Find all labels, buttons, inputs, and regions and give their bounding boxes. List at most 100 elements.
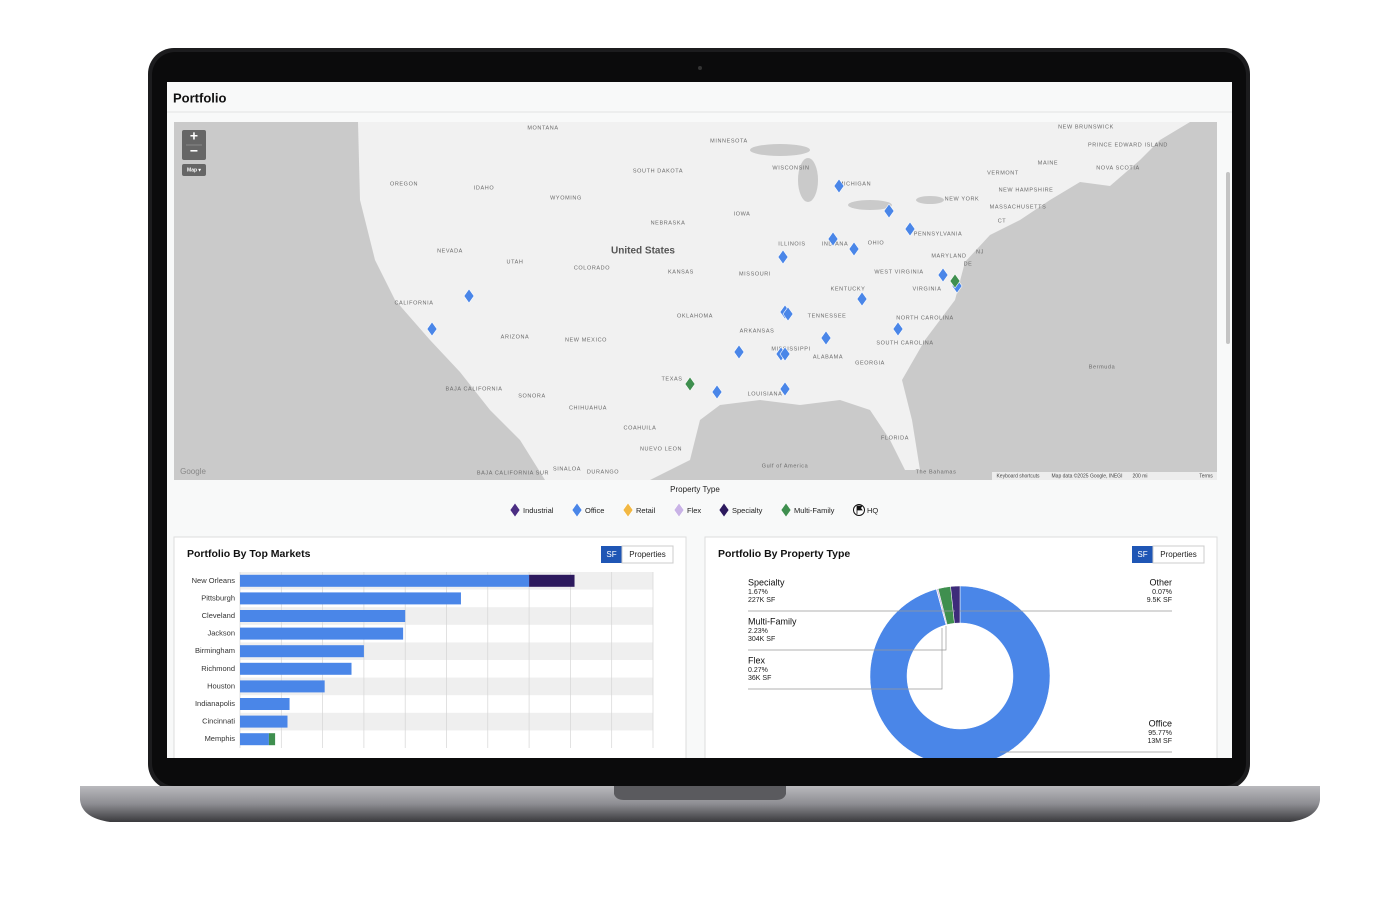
bar-segment[interactable] bbox=[240, 715, 288, 728]
donut-slice[interactable] bbox=[950, 585, 961, 624]
slice-value: 2.23% bbox=[748, 628, 768, 635]
map-label: NEW BRUNSWICK bbox=[1058, 124, 1114, 130]
donut-slice[interactable] bbox=[869, 585, 1051, 766]
map-pin[interactable] bbox=[779, 381, 791, 397]
map-pin[interactable] bbox=[426, 321, 438, 337]
map-pin[interactable] bbox=[782, 306, 794, 322]
toggle-label[interactable]: Properties bbox=[629, 550, 665, 559]
slice-label: Other bbox=[1149, 577, 1172, 587]
map-label: ARKANSAS bbox=[740, 328, 775, 334]
legend-label[interactable]: Flex bbox=[687, 506, 701, 515]
legend-label[interactable]: Industrial bbox=[523, 506, 554, 515]
legend-icon bbox=[509, 502, 521, 518]
map-footer[interactable]: Keyboard shortcuts bbox=[996, 473, 1040, 479]
map-label: TENNESSEE bbox=[808, 313, 847, 319]
map-footer[interactable]: Map data ©2025 Google, INEGI bbox=[1052, 472, 1123, 479]
map-label: SOUTH CAROLINA bbox=[876, 340, 933, 346]
legend-label[interactable]: Retail bbox=[636, 506, 656, 515]
map-label: IDAHO bbox=[474, 185, 495, 191]
y-tick-label: New Orleans bbox=[192, 576, 236, 585]
map-label: OKLAHOMA bbox=[677, 313, 713, 319]
legend-label[interactable]: HQ bbox=[867, 506, 878, 515]
map-footer[interactable]: 200 mi bbox=[1132, 473, 1147, 479]
toggle-label[interactable]: SF bbox=[1137, 550, 1147, 559]
map-pin[interactable] bbox=[833, 178, 845, 194]
map-pin[interactable] bbox=[937, 267, 949, 283]
bar-segment[interactable] bbox=[240, 733, 269, 746]
bar-segment[interactable] bbox=[240, 698, 290, 710]
map-pin[interactable] bbox=[949, 273, 961, 289]
bar-segment[interactable] bbox=[240, 662, 352, 675]
y-tick-label: Indianapolis bbox=[195, 699, 235, 708]
y-tick-label: Jackson bbox=[207, 629, 235, 638]
map-label: PENNSYLVANIA bbox=[914, 231, 963, 237]
map-label: INDIANA bbox=[822, 241, 849, 247]
bar-segment[interactable] bbox=[240, 574, 530, 587]
bar-segment[interactable] bbox=[268, 733, 276, 746]
map-type-button[interactable] bbox=[182, 164, 206, 176]
slice-sf: 36K SF bbox=[748, 675, 771, 682]
notch bbox=[614, 786, 786, 800]
legend-label[interactable]: Office bbox=[585, 506, 604, 515]
map-label: UTAH bbox=[507, 259, 524, 265]
legend-label[interactable]: Multi-Family bbox=[794, 506, 835, 515]
map-label: NORTH CAROLINA bbox=[896, 315, 954, 321]
map-pin[interactable] bbox=[711, 384, 723, 400]
map-label: MISSOURI bbox=[739, 271, 771, 277]
map-label: DE bbox=[964, 261, 973, 267]
map-pin[interactable] bbox=[820, 330, 832, 346]
lake bbox=[750, 144, 810, 156]
bar-segment[interactable] bbox=[240, 627, 404, 640]
map-control[interactable]: − bbox=[190, 143, 198, 159]
map-label: TEXAS bbox=[661, 376, 682, 382]
map-pin[interactable] bbox=[848, 241, 860, 257]
card-title: Portfolio By Property Type bbox=[718, 548, 850, 560]
map-pin[interactable] bbox=[904, 221, 916, 237]
map-label: ALABAMA bbox=[813, 354, 843, 360]
map-footer: Google bbox=[180, 467, 206, 476]
y-tick-label: Birmingham bbox=[195, 646, 235, 655]
map-label: SOUTH DAKOTA bbox=[633, 168, 683, 174]
legend-label[interactable]: Specialty bbox=[732, 506, 763, 515]
map-pin[interactable] bbox=[684, 376, 696, 392]
camera bbox=[698, 66, 702, 70]
map[interactable]: +− Map ▾ MONTANA MINNESOTA WISCONSIN MICHIGAN… bbox=[174, 122, 1217, 480]
map-label: KENTUCKY bbox=[831, 286, 866, 292]
map-label: NOVA SCOTIA bbox=[1096, 165, 1139, 171]
map-label: WEST VIRGINIA bbox=[874, 269, 923, 275]
bar-segment[interactable] bbox=[529, 574, 575, 587]
map-pin[interactable] bbox=[733, 344, 745, 360]
map-label: NEW MEXICO bbox=[565, 337, 607, 343]
map-control[interactable]: Map ▾ bbox=[187, 167, 201, 173]
map-label: MICHIGAN bbox=[839, 181, 871, 187]
map-label: OREGON bbox=[390, 181, 418, 187]
toggle-label[interactable]: SF bbox=[606, 550, 616, 559]
toggle-properties[interactable] bbox=[1152, 545, 1205, 564]
map-label: MISSISSIPPI bbox=[771, 346, 810, 352]
map-pin[interactable] bbox=[856, 291, 868, 307]
bar-segment[interactable] bbox=[240, 645, 364, 658]
map-label: NJ bbox=[976, 249, 984, 255]
slice-sf: 13M SF bbox=[1147, 738, 1172, 745]
map-control[interactable]: + bbox=[190, 128, 198, 144]
map-label: United States bbox=[611, 246, 675, 257]
toggle-label[interactable]: Properties bbox=[1160, 550, 1196, 559]
toggle-sf[interactable] bbox=[601, 546, 622, 563]
map-pin[interactable] bbox=[779, 346, 791, 362]
map-pin[interactable] bbox=[883, 203, 895, 219]
bar-segment[interactable] bbox=[240, 592, 461, 605]
map-footer[interactable]: Terms bbox=[1199, 473, 1213, 479]
bar-segment[interactable] bbox=[240, 680, 325, 693]
toggle-properties[interactable] bbox=[621, 545, 674, 564]
page-title: Portfolio bbox=[173, 90, 226, 105]
legend-icon bbox=[673, 502, 685, 518]
map-pin[interactable] bbox=[892, 321, 904, 337]
toggle-sf[interactable] bbox=[1132, 546, 1153, 563]
map-label: CHIHUAHUA bbox=[569, 405, 607, 411]
map-pin[interactable] bbox=[777, 249, 789, 265]
map-pin[interactable] bbox=[463, 288, 475, 304]
y-tick-label: Cleveland bbox=[202, 611, 235, 620]
bar-segment[interactable] bbox=[240, 610, 406, 622]
map-pin[interactable] bbox=[827, 231, 839, 247]
